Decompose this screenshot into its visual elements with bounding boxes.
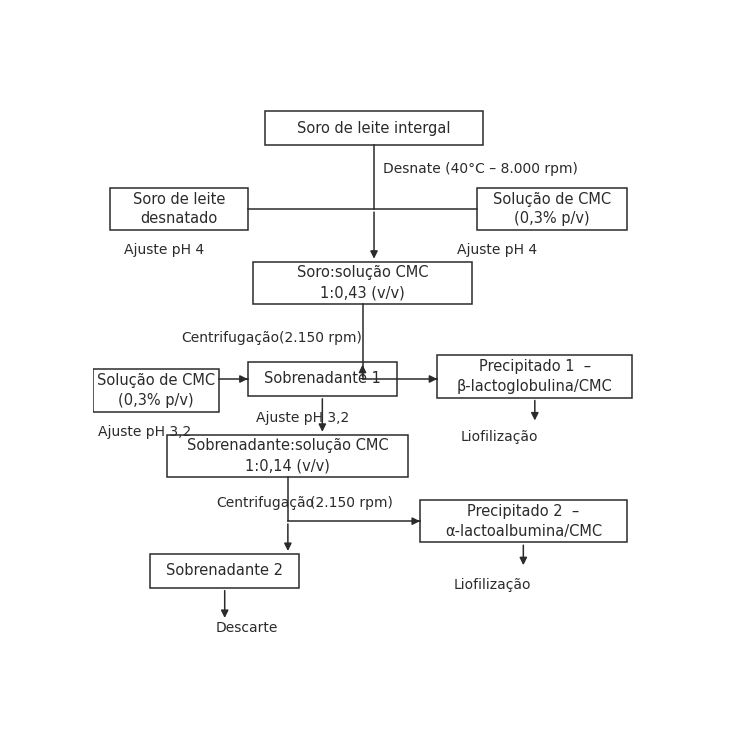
Text: Centrifugação: Centrifugação [182,331,280,345]
Text: Soro de leite intergal: Soro de leite intergal [297,121,451,136]
Text: (2.150 rpm): (2.150 rpm) [279,331,362,345]
Text: Centrifugação: Centrifugação [216,496,314,510]
Text: Ajuste pH 3,2: Ajuste pH 3,2 [256,411,350,425]
Text: Ajuste pH 4: Ajuste pH 4 [457,243,537,257]
Text: Liofilização: Liofilização [453,578,531,592]
Text: Ajuste pH 3,2: Ajuste pH 3,2 [99,425,192,439]
Text: (2.150 rpm): (2.150 rpm) [310,496,393,510]
Text: Sobrenadante:solução CMC
1:0,14 (v/v): Sobrenadante:solução CMC 1:0,14 (v/v) [187,439,389,473]
FancyBboxPatch shape [110,188,247,230]
FancyBboxPatch shape [247,362,397,396]
FancyBboxPatch shape [167,435,408,477]
Text: Descarte: Descarte [216,621,279,635]
FancyBboxPatch shape [93,369,219,412]
Text: Solução de CMC
(0,3% p/v): Solução de CMC (0,3% p/v) [97,373,215,408]
Text: Sobrenadante 1: Sobrenadante 1 [264,371,381,386]
Text: Precipitado 2  –
α-lactoalbumina/CMC: Precipitado 2 – α-lactoalbumina/CMC [445,504,602,539]
Text: Soro:solução CMC
1:0,43 (v/v): Soro:solução CMC 1:0,43 (v/v) [297,265,428,300]
Text: Solução de CMC
(0,3% p/v): Solução de CMC (0,3% p/v) [493,192,611,226]
Text: Soro de leite
desnatado: Soro de leite desnatado [133,192,225,226]
Text: Liofilização: Liofilização [460,430,538,444]
FancyBboxPatch shape [150,553,299,588]
FancyBboxPatch shape [477,188,627,230]
FancyBboxPatch shape [420,500,627,542]
FancyBboxPatch shape [437,355,632,398]
Text: Sobrenadante 2: Sobrenadante 2 [166,563,283,579]
FancyBboxPatch shape [265,111,483,145]
FancyBboxPatch shape [253,262,471,304]
Text: Ajuste pH 4: Ajuste pH 4 [124,243,205,257]
Text: Desnate (40°C – 8.000 rpm): Desnate (40°C – 8.000 rpm) [382,162,577,176]
Text: Precipitado 1  –
β-lactoglobulina/CMC: Precipitado 1 – β-lactoglobulina/CMC [457,359,613,394]
